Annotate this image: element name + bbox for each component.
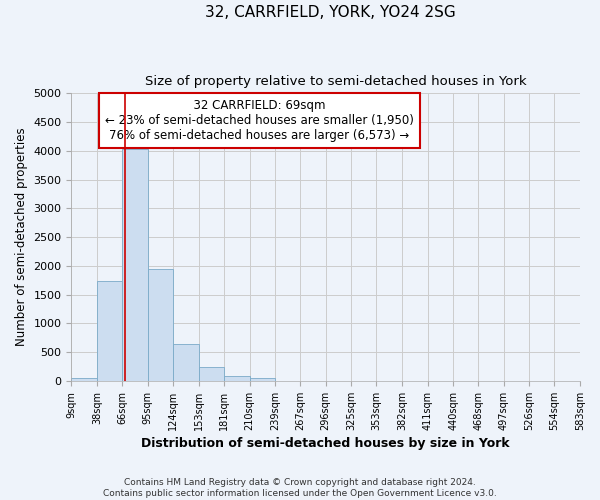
Bar (148, 269, 173, 381)
Bar (71, 378, 97, 381)
Title: Size of property relative to semi-detached houses in York: Size of property relative to semi-detach… (145, 75, 527, 88)
Bar (97, 282, 122, 381)
Text: 32, CARRFIELD, YORK, YO24 2SG: 32, CARRFIELD, YORK, YO24 2SG (205, 5, 455, 20)
X-axis label: Distribution of semi-detached houses by size in York: Distribution of semi-detached houses by … (142, 437, 510, 450)
Bar (173, 344, 199, 381)
Bar (122, 148, 148, 381)
Y-axis label: Number of semi-detached properties: Number of semi-detached properties (15, 128, 28, 346)
Text: 32 CARRFIELD: 69sqm  
← 23% of semi-detached houses are smaller (1,950)
76% of s: 32 CARRFIELD: 69sqm ← 23% of semi-detach… (105, 99, 414, 142)
Bar (250, 378, 275, 381)
Bar (199, 367, 224, 381)
Bar (224, 376, 250, 381)
Text: Contains HM Land Registry data © Crown copyright and database right 2024.
Contai: Contains HM Land Registry data © Crown c… (103, 478, 497, 498)
